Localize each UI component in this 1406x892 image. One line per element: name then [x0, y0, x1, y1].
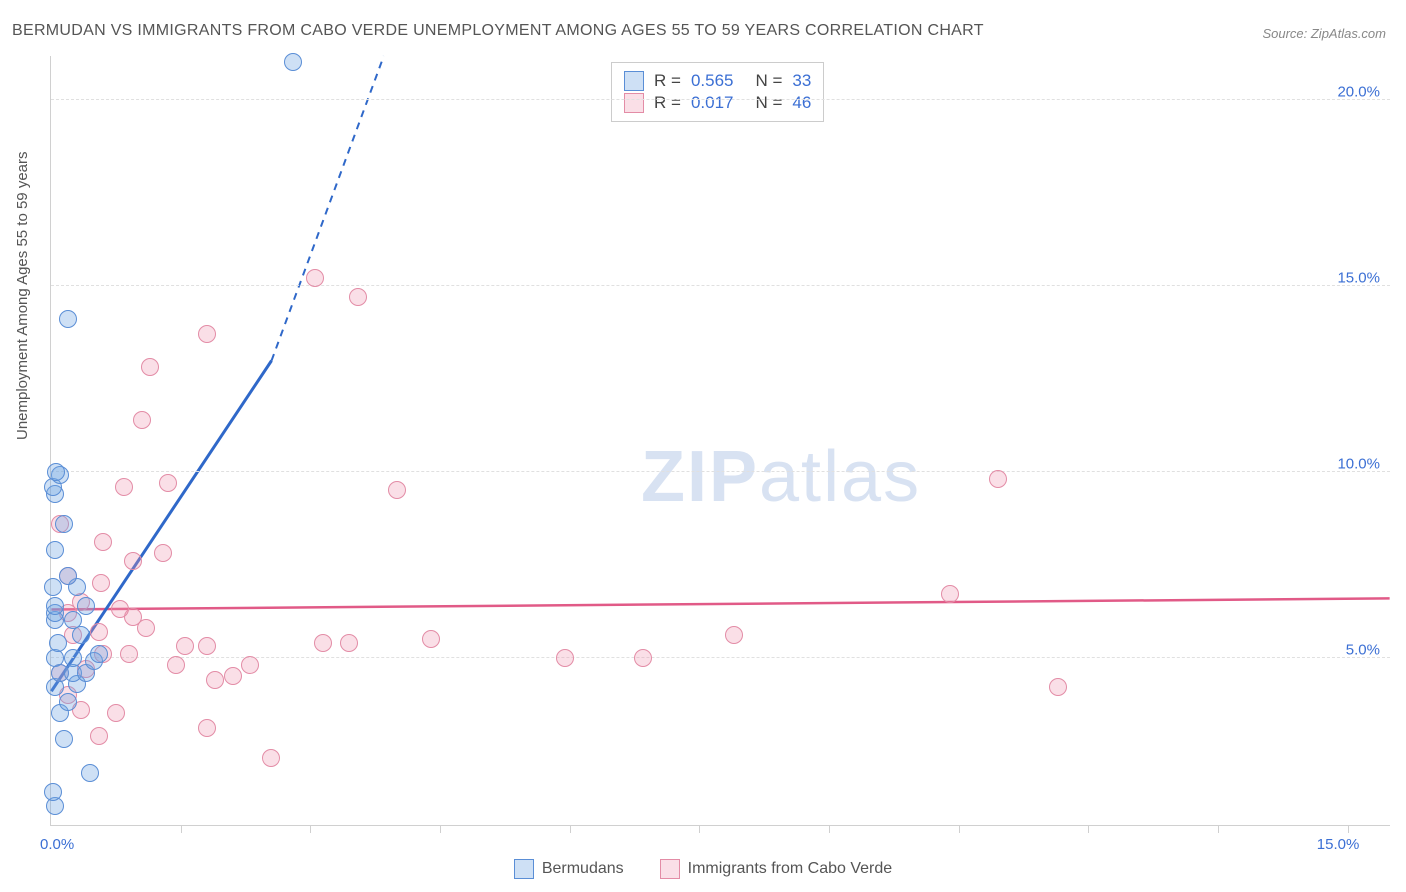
legend-r-label: R = [654, 93, 681, 113]
scatter-point-b [941, 585, 959, 603]
scatter-point-a [64, 611, 82, 629]
scatter-point-b [111, 600, 129, 618]
x-tick-label: 15.0% [1317, 836, 1360, 853]
scatter-point-b [154, 544, 172, 562]
source-attribution: Source: ZipAtlas.com [1262, 26, 1386, 41]
gridline [51, 471, 1390, 472]
scatter-point-b [141, 358, 159, 376]
scatter-point-b [556, 649, 574, 667]
scatter-point-b [1049, 678, 1067, 696]
scatter-point-b [314, 634, 332, 652]
x-tick [1088, 825, 1089, 833]
y-tick-label: 10.0% [1337, 455, 1380, 472]
bottom-legend-label: Immigrants from Cabo Verde [688, 860, 893, 878]
bottom-legend-label: Bermudans [542, 860, 624, 878]
scatter-point-b [206, 671, 224, 689]
scatter-point-b [107, 704, 125, 722]
legend-r-value: 0.017 [691, 93, 734, 113]
legend-stats-box: R = 0.565 N = 33 R = 0.017 N = 46 [611, 62, 824, 122]
trend-line [51, 598, 1389, 609]
scatter-point-b [422, 630, 440, 648]
scatter-point-b [634, 649, 652, 667]
legend-stats-row: R = 0.017 N = 46 [624, 93, 811, 113]
scatter-point-a [59, 567, 77, 585]
scatter-point-b [90, 623, 108, 641]
bottom-legend-item: Immigrants from Cabo Verde [660, 859, 893, 879]
scatter-point-a [55, 730, 73, 748]
scatter-point-a [59, 310, 77, 328]
scatter-point-b [198, 325, 216, 343]
source-value: ZipAtlas.com [1311, 26, 1386, 41]
scatter-point-b [159, 474, 177, 492]
x-tick [570, 825, 571, 833]
gridline [51, 285, 1390, 286]
x-tick [310, 825, 311, 833]
bottom-legend: Bermudans Immigrants from Cabo Verde [0, 859, 1406, 884]
y-tick-label: 15.0% [1337, 269, 1380, 286]
y-tick-label: 20.0% [1337, 83, 1380, 100]
scatter-point-b [115, 478, 133, 496]
scatter-point-a [90, 645, 108, 663]
x-tick [959, 825, 960, 833]
scatter-point-b [90, 727, 108, 745]
bottom-legend-item: Bermudans [514, 859, 624, 879]
scatter-point-a [59, 693, 77, 711]
scatter-point-b [198, 719, 216, 737]
scatter-point-a [77, 597, 95, 615]
scatter-point-b [133, 411, 151, 429]
scatter-point-b [224, 667, 242, 685]
legend-r-value: 0.565 [691, 71, 734, 91]
legend-swatch [624, 71, 644, 91]
scatter-point-a [81, 764, 99, 782]
legend-n-label: N = [755, 71, 782, 91]
scatter-point-a [44, 578, 62, 596]
legend-n-value: 33 [792, 71, 811, 91]
plot-area: ZIPatlas R =0.565N =33R =0.017N =46 5.0%… [50, 56, 1390, 826]
scatter-point-b [120, 645, 138, 663]
scatter-point-b [124, 552, 142, 570]
trend-lines-layer [51, 56, 1390, 825]
x-tick [440, 825, 441, 833]
scatter-point-b [167, 656, 185, 674]
legend-stats-row: R = 0.565 N = 33 [624, 71, 811, 91]
legend-n-label: N = [755, 93, 782, 113]
legend-n-value: 46 [792, 93, 811, 113]
trend-line [272, 56, 384, 361]
scatter-point-b [94, 533, 112, 551]
scatter-point-b [388, 481, 406, 499]
source-label: Source: [1262, 26, 1310, 41]
x-tick [829, 825, 830, 833]
legend-swatch [624, 93, 644, 113]
scatter-point-b [306, 269, 324, 287]
scatter-point-b [349, 288, 367, 306]
scatter-point-a [46, 541, 64, 559]
scatter-point-b [262, 749, 280, 767]
x-tick [1218, 825, 1219, 833]
x-tick-label: 0.0% [40, 836, 74, 853]
scatter-point-a [284, 53, 302, 71]
scatter-point-a [49, 634, 67, 652]
chart-title: BERMUDAN VS IMMIGRANTS FROM CABO VERDE U… [12, 22, 984, 40]
gridline [51, 99, 1390, 100]
y-tick-label: 5.0% [1346, 641, 1380, 658]
scatter-point-a [47, 463, 65, 481]
x-tick [699, 825, 700, 833]
scatter-point-b [92, 574, 110, 592]
scatter-point-b [725, 626, 743, 644]
legend-swatch [660, 859, 680, 879]
x-tick [1348, 825, 1349, 833]
scatter-point-b [198, 637, 216, 655]
scatter-point-a [55, 515, 73, 533]
scatter-point-a [46, 597, 64, 615]
scatter-point-a [44, 783, 62, 801]
scatter-point-b [241, 656, 259, 674]
legend-swatch [514, 859, 534, 879]
scatter-point-a [64, 649, 82, 667]
scatter-point-b [340, 634, 358, 652]
x-tick [181, 825, 182, 833]
y-axis-title: Unemployment Among Ages 55 to 59 years [14, 151, 31, 440]
legend-r-label: R = [654, 71, 681, 91]
scatter-point-b [176, 637, 194, 655]
scatter-point-b [989, 470, 1007, 488]
